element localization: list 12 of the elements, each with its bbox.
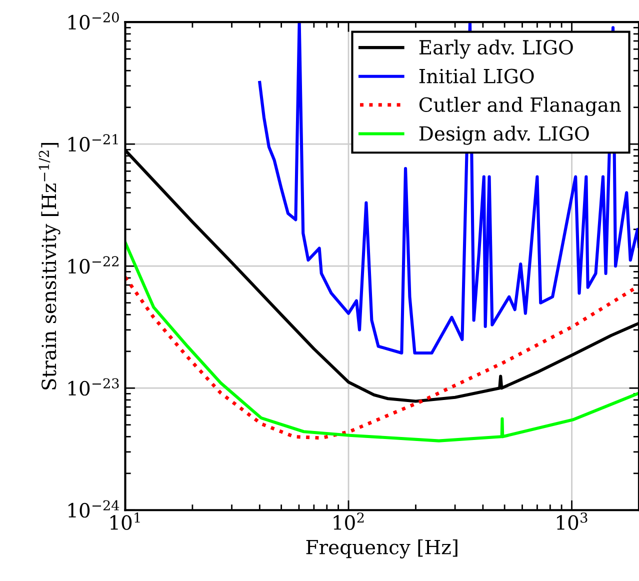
- legend-label: Design adv. LIGO: [419, 126, 589, 145]
- y-tick-label: 10$^{−20}$: [68, 12, 119, 30]
- y-tick-label: 10$^{−23}$: [68, 378, 119, 396]
- legend-label: Initial LIGO: [419, 68, 534, 84]
- x-tick-label: 10$^{3}$: [557, 512, 588, 530]
- legend-label: Cutler and Flanagan: [419, 96, 621, 116]
- y-tick-label: 10$^{−21}$: [68, 134, 118, 152]
- x-tick-label: 10$^{2}$: [334, 512, 364, 530]
- y-axis-title: Strain sensitivity [Hz$^{−1/2}$]: [38, 142, 60, 390]
- x-axis-title: Frequency [Hz]: [306, 539, 458, 558]
- y-tick-label: 10$^{−22}$: [68, 256, 118, 274]
- legend-label: Early adv. LIGO: [419, 40, 573, 59]
